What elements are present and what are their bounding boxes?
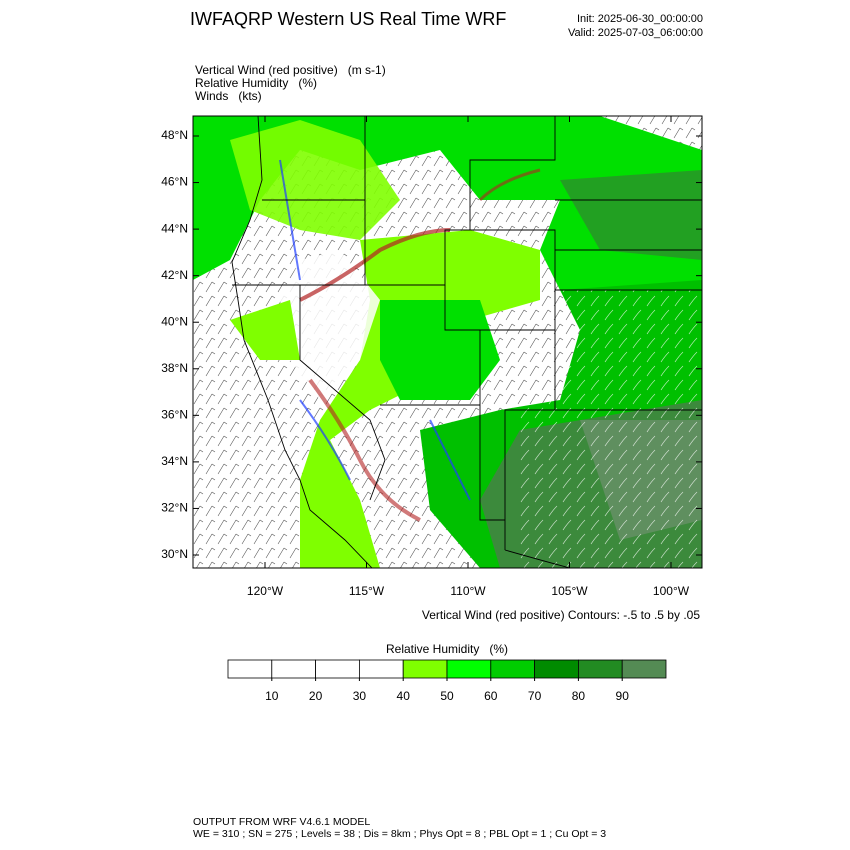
colorbar-label: 60 bbox=[484, 689, 498, 703]
footer-line: WE = 310 ; SN = 275 ; Levels = 38 ; Dis … bbox=[193, 828, 606, 840]
title: IWFAQRP Western US Real Time WRF bbox=[190, 9, 506, 29]
init-time: Init: 2025-06-30_00:00:00 bbox=[577, 13, 703, 25]
colorbar-label: 40 bbox=[397, 689, 411, 703]
lat-label: 32°N bbox=[161, 501, 188, 515]
map-field bbox=[193, 116, 702, 568]
lat-label: 46°N bbox=[161, 175, 188, 189]
lat-label: 44°N bbox=[161, 221, 188, 235]
lat-label: 34°N bbox=[161, 454, 188, 468]
lat-label: 40°N bbox=[161, 314, 188, 328]
lat-label: 38°N bbox=[161, 361, 188, 375]
colorbar-label: 70 bbox=[528, 689, 542, 703]
colorbar-box bbox=[578, 659, 623, 679]
valid-time: Valid: 2025-07-03_06:00:00 bbox=[568, 27, 703, 39]
field-label: Relative Humidity (%) bbox=[195, 76, 317, 90]
colorbar-box bbox=[446, 659, 492, 679]
colorbar-box bbox=[271, 659, 316, 679]
colorbar-label: 20 bbox=[309, 689, 323, 703]
field-label: Winds (kts) bbox=[195, 89, 262, 103]
contour-note: Vertical Wind (red positive) Contours: -… bbox=[422, 608, 700, 622]
lat-label: 36°N bbox=[161, 408, 188, 422]
colorbar-label: 90 bbox=[616, 689, 630, 703]
colorbar-box bbox=[402, 659, 448, 679]
colorbar-box bbox=[534, 659, 579, 679]
colorbar-title: Relative Humidity (%) bbox=[386, 642, 508, 656]
colorbar-label: 50 bbox=[440, 689, 454, 703]
colorbar-box bbox=[358, 659, 404, 679]
lon-label: 110°W bbox=[450, 584, 486, 598]
lat-label: 48°N bbox=[161, 128, 188, 142]
lon-label: 115°W bbox=[349, 584, 385, 598]
lat-label: 42°N bbox=[161, 268, 188, 282]
colorbar-label: 30 bbox=[353, 689, 367, 703]
colorbar-label: 10 bbox=[265, 689, 279, 703]
colorbar-box bbox=[227, 659, 273, 679]
lon-label: 120°W bbox=[247, 584, 284, 598]
lat-label: 30°N bbox=[161, 547, 188, 561]
field-label: Vertical Wind (red positive) (m s-1) bbox=[195, 63, 386, 77]
colorbar-box bbox=[621, 659, 667, 679]
map-frame bbox=[192, 115, 703, 569]
colorbar-box bbox=[490, 659, 535, 679]
footer-line: OUTPUT FROM WRF V4.6.1 MODEL bbox=[193, 816, 370, 828]
lon-label: 100°W bbox=[653, 584, 690, 598]
colorbar-box bbox=[315, 659, 360, 679]
colorbar-label: 80 bbox=[572, 689, 586, 703]
lon-label: 105°W bbox=[551, 584, 588, 598]
